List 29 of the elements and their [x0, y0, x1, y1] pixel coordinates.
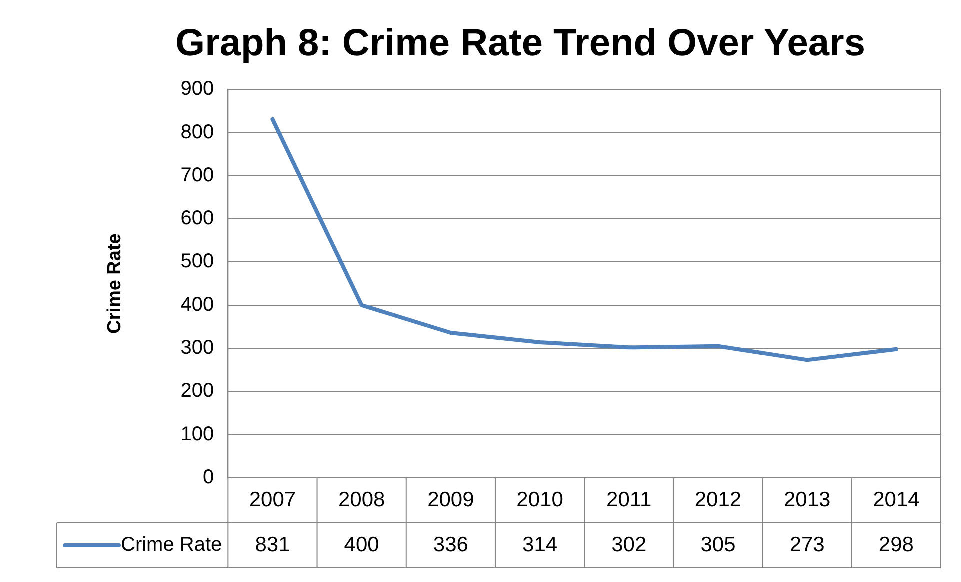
- x-tick-label: 2014: [873, 488, 920, 512]
- x-tick-label: 2012: [694, 488, 742, 512]
- y-tick-label: 100: [180, 423, 214, 446]
- y-tick-label: 300: [180, 337, 214, 360]
- data-label: 298: [878, 533, 914, 556]
- data-label: 302: [612, 533, 647, 556]
- y-tick-label: 0: [203, 466, 214, 489]
- y-tick-label: 200: [180, 380, 214, 402]
- data-label: 314: [522, 533, 558, 556]
- x-tick-label: 2013: [784, 488, 831, 512]
- data-label: 336: [433, 533, 468, 556]
- data-label: 831: [255, 533, 290, 556]
- x-tick-label: 2011: [606, 488, 652, 512]
- y-tick-label: 400: [180, 294, 214, 316]
- x-tick-label: 2010: [516, 488, 564, 512]
- data-label: 305: [700, 533, 736, 556]
- y-axis-title: Crime Rate: [104, 234, 126, 334]
- data-label: 400: [344, 533, 380, 556]
- chart-title: Graph 8: Crime Rate Trend Over Years: [176, 22, 866, 64]
- x-tick-label: 2008: [338, 488, 386, 512]
- y-tick-label: 800: [180, 121, 214, 144]
- y-tick-label: 500: [180, 250, 214, 273]
- x-tick-label: 2009: [428, 488, 474, 512]
- y-tick-label: 600: [180, 208, 214, 230]
- x-tick-label: 2007: [249, 488, 296, 512]
- y-tick-label: 900: [180, 78, 214, 100]
- legend-label: Crime Rate: [121, 534, 222, 556]
- data-label: 273: [790, 533, 825, 556]
- y-tick-label: 700: [180, 164, 214, 186]
